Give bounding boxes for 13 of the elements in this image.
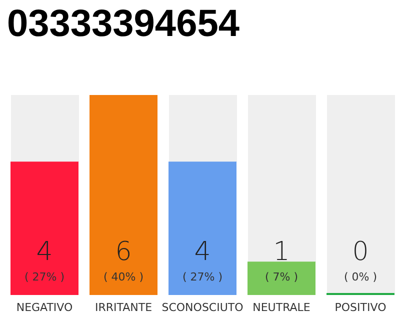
data-label: 4 ( 27% ) xyxy=(182,237,223,284)
x-tick-label: SCONOSCIUTO xyxy=(162,301,244,314)
x-tick-label: NEUTRALE xyxy=(252,301,310,314)
x-tick-label: POSITIVO xyxy=(334,301,387,314)
x-tick-label: NEGATIVO xyxy=(16,301,74,314)
data-label: 0 ( 0% ) xyxy=(344,237,378,284)
data-label: 6 ( 40% ) xyxy=(103,237,144,284)
bar xyxy=(90,95,158,295)
x-tick-label: IRRITANTE xyxy=(94,301,152,314)
data-label: 4 ( 27% ) xyxy=(24,237,65,284)
bar xyxy=(248,262,316,295)
chart-title: 03333394654 xyxy=(7,3,240,45)
data-label: 1 ( 7% ) xyxy=(264,237,298,284)
